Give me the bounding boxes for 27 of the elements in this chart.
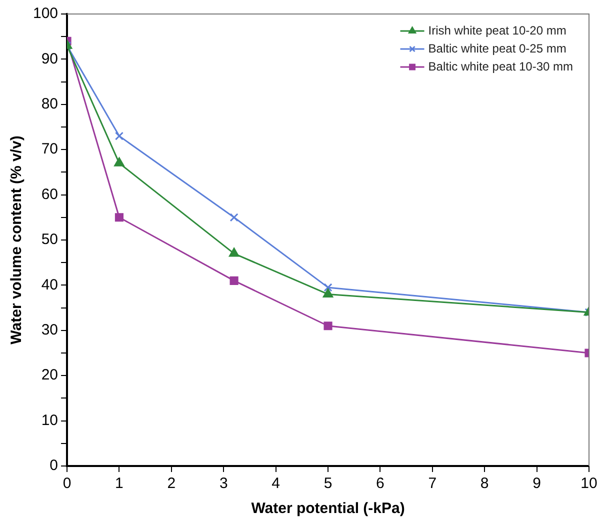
- x-tick-label: 1: [115, 475, 124, 492]
- y-tick-label: 40: [41, 276, 58, 294]
- y-tick-label: 30: [41, 322, 58, 339]
- y-tick-label: 0: [50, 457, 58, 474]
- x-tick-label: 3: [219, 475, 228, 492]
- y-tick-label: 50: [41, 231, 58, 248]
- x-tick-label: 4: [272, 475, 280, 492]
- y-tick-label: 20: [41, 366, 58, 384]
- y-tick-label: 80: [41, 96, 58, 113]
- x-tick-label: 8: [480, 475, 489, 492]
- y-tick-label: 70: [41, 140, 58, 158]
- x-tick-label: 0: [62, 475, 72, 492]
- x-tick-label: 6: [376, 475, 384, 492]
- y-tick-label: 60: [41, 186, 58, 203]
- x-axis-title: Water potential (-kPa): [251, 500, 405, 518]
- y-axis-title: Water volume content (% v/v): [8, 136, 26, 344]
- x-tick-label: 9: [532, 475, 541, 492]
- x-tick-label: 7: [428, 475, 437, 492]
- legend-label: Baltic white peat 10-30 mm: [428, 59, 574, 74]
- x-tick-label: 5: [324, 475, 332, 492]
- y-tick-label: 10: [41, 412, 58, 429]
- x-tick-label: 2: [167, 475, 176, 492]
- x-tick-label: 10: [580, 475, 598, 492]
- legend-label: Baltic white peat 0-25 mm: [428, 41, 566, 56]
- y-tick-label: 90: [41, 50, 58, 68]
- y-tick-label: 100: [32, 5, 58, 22]
- legend-label: Irish white peat 10-20 mm: [428, 23, 566, 38]
